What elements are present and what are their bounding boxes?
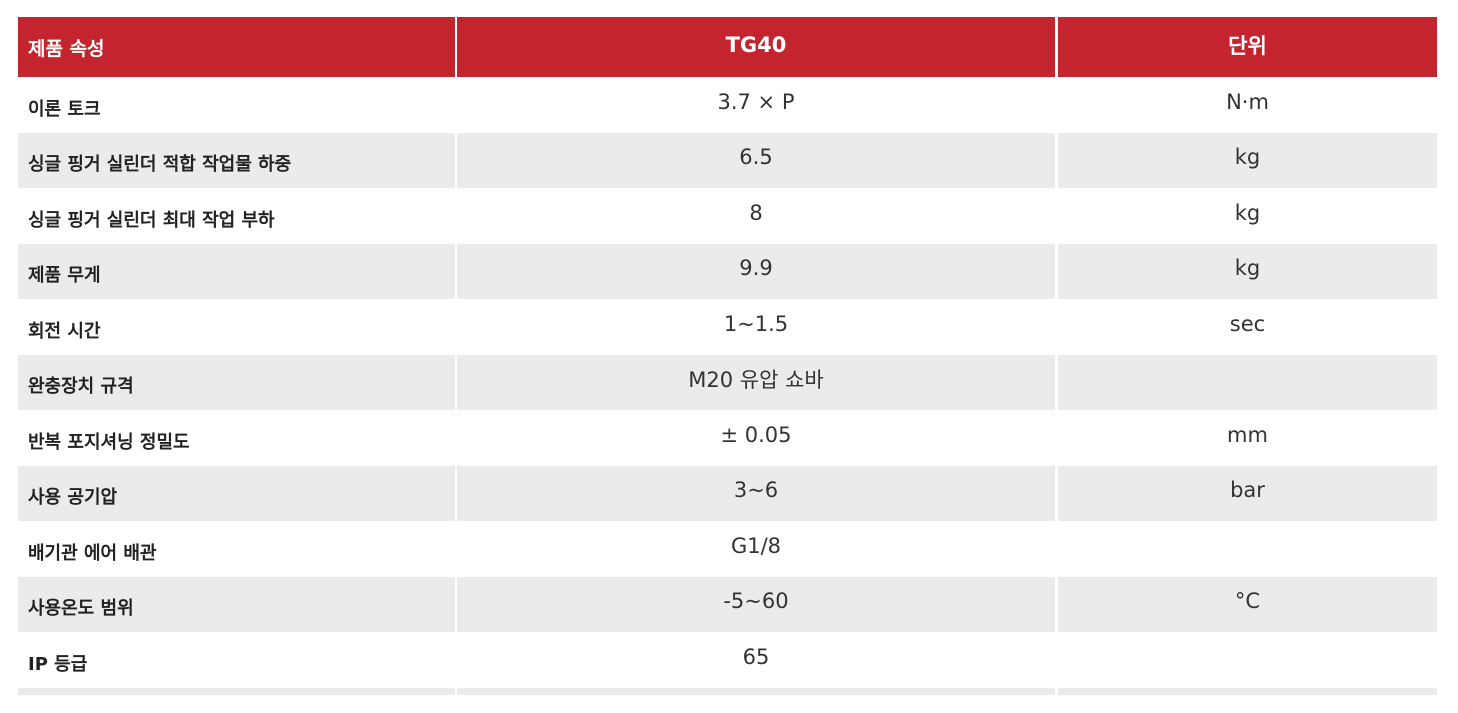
table-row-cell: 3.7 × P xyxy=(717,89,795,114)
table-row: 싱글 핑거 실린더 최대 작업 부하 8 kg xyxy=(18,188,1437,244)
table-row-cell: kg xyxy=(1234,200,1261,225)
table-row-cell: bar xyxy=(1058,465,1437,521)
table-row-cell xyxy=(1058,354,1437,410)
table-row-cell: 이론 토크 xyxy=(28,98,101,120)
table-row: 사용온도 범위 -5~60 °C xyxy=(18,576,1437,632)
table-bottom-strip xyxy=(18,688,1437,695)
table-row-cell: 1~1.5 xyxy=(723,311,789,336)
table-row: 배기관 에어 배관 G1/8 xyxy=(18,521,1437,577)
table-row: 이론 토크 3.7 × P N·m xyxy=(18,77,1437,133)
header-row-cell: TG40 xyxy=(457,17,1055,77)
header-row-cell: 단위 xyxy=(1058,17,1437,77)
table-row-cell: 8 xyxy=(749,200,763,225)
table-row-cell xyxy=(1058,632,1437,688)
header-row: 제품 속성 TG40 단위 xyxy=(18,17,1437,77)
table-row-cell: 완충장치 규격 xyxy=(18,354,455,410)
table-row-cell: 65 xyxy=(742,644,770,669)
table-row: 싱글 핑거 실린더 적합 작업물 하중 6.5 kg xyxy=(18,132,1437,188)
table-row-cell: -5~60 xyxy=(457,576,1055,632)
table-row-cell: kg xyxy=(1058,132,1437,188)
table-row-cell: mm xyxy=(1227,422,1268,447)
table-row-cell: M20 유압 쇼바 xyxy=(457,354,1055,410)
table-row-cell: 6.5 xyxy=(457,132,1055,188)
table-row-cell: 제품 무게 xyxy=(18,243,455,299)
header-row-cell: 제품 속성 xyxy=(18,17,455,77)
table-row: IP 등급 65 xyxy=(18,632,1437,688)
table-row-cell: G1/8 xyxy=(730,533,782,558)
table-row-cell: 회전 시간 xyxy=(28,320,101,342)
table-row-cell: sec xyxy=(1229,311,1266,336)
table-row: 사용 공기압 3~6 bar xyxy=(18,465,1437,521)
table-row-cell: 사용온도 범위 xyxy=(18,576,455,632)
table-row-cell: 싱글 핑거 실린더 적합 작업물 하중 xyxy=(18,132,455,188)
table-row: 회전 시간 1~1.5 sec xyxy=(18,299,1437,355)
table-row: 제품 무게 9.9 kg xyxy=(18,243,1437,299)
table-row: 완충장치 규격 M20 유압 쇼바 xyxy=(18,354,1437,410)
table-row: 반복 포지셔닝 정밀도 ± 0.05 mm xyxy=(18,410,1437,466)
table-row-cell: 배기관 에어 배관 xyxy=(28,542,157,564)
table-row-cell: 싱글 핑거 실린더 최대 작업 부하 xyxy=(28,209,275,231)
table-row-cell: ± 0.05 xyxy=(720,422,792,447)
table-row-cell: IP 등급 xyxy=(28,653,88,675)
table-row-cell: 3~6 xyxy=(457,465,1055,521)
table-row-cell: 반복 포지셔닝 정밀도 xyxy=(28,431,190,453)
table-row-cell xyxy=(1058,521,1437,577)
table-row-cell: kg xyxy=(1058,243,1437,299)
table-row-cell: °C xyxy=(1058,576,1437,632)
table-row-cell: N·m xyxy=(1226,89,1269,114)
table-row-cell: 9.9 xyxy=(457,243,1055,299)
table-row-cell: 사용 공기압 xyxy=(18,465,455,521)
